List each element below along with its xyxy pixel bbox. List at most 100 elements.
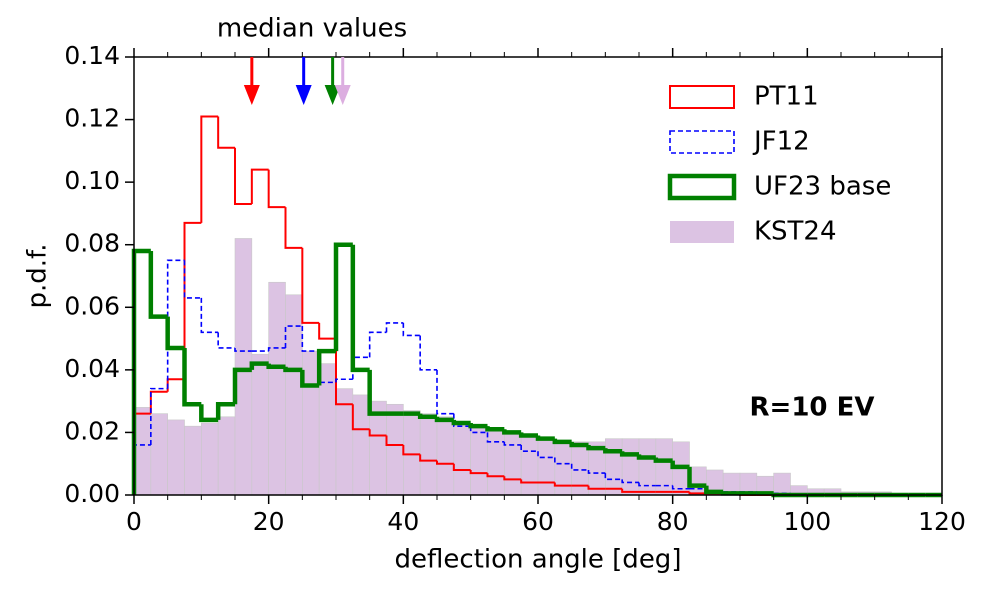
hist-bar xyxy=(318,363,337,496)
y-tick-label: 0.06 xyxy=(64,291,120,320)
hist-step xyxy=(552,438,572,445)
hist-step xyxy=(402,322,421,337)
hist-step xyxy=(385,322,404,333)
hist-step xyxy=(166,378,185,392)
hist-bar xyxy=(605,438,623,496)
hist-bar xyxy=(621,438,640,496)
y-tick-label: 0.10 xyxy=(64,166,120,195)
hist-step xyxy=(267,169,286,209)
median-arrow-head xyxy=(243,85,260,105)
hist-step xyxy=(250,168,269,205)
hist-step xyxy=(301,247,320,324)
hist-step xyxy=(266,363,286,369)
hist-step xyxy=(267,347,286,352)
hist-step xyxy=(452,463,471,471)
y-tick-label: 0.02 xyxy=(64,416,120,445)
y-tick-label: 0.04 xyxy=(64,354,120,383)
hist-step xyxy=(469,469,488,475)
x-axis-label: deflection angle [deg] xyxy=(395,545,682,575)
hist-bar xyxy=(638,438,657,496)
hist-bar xyxy=(655,438,673,496)
hist-step xyxy=(503,441,522,446)
hist-bar xyxy=(689,466,707,496)
hist-bar xyxy=(251,353,269,496)
hist-bar xyxy=(554,441,572,496)
legend-entry: KST24 xyxy=(670,217,837,247)
hist-step xyxy=(419,454,437,462)
hist-bar xyxy=(773,472,791,496)
hist-step xyxy=(621,479,639,484)
hist-step xyxy=(520,444,538,452)
hist-step xyxy=(587,469,606,474)
hist-step xyxy=(333,242,353,352)
hist-step xyxy=(603,448,623,454)
hist-bar xyxy=(184,425,202,496)
hist-step xyxy=(148,250,168,319)
hist-step xyxy=(234,147,252,206)
hist-step xyxy=(503,476,522,481)
hist-step xyxy=(554,457,572,465)
hist-step xyxy=(670,460,690,470)
hist-step xyxy=(436,460,454,465)
hist-step xyxy=(537,451,555,459)
hist-step xyxy=(486,473,505,478)
x-tick-label: 80 xyxy=(657,507,689,536)
hist-step xyxy=(352,356,370,380)
hist-bar xyxy=(470,425,488,496)
median-arrow xyxy=(334,57,351,105)
median-arrow-head xyxy=(334,85,351,105)
hist-step xyxy=(335,378,353,383)
hist-bar xyxy=(436,416,455,496)
hist-step xyxy=(350,244,370,373)
hist-step xyxy=(351,404,370,431)
y-tick-label: 0.12 xyxy=(64,104,120,133)
legend-label: UF23 base xyxy=(754,172,891,202)
hist-step xyxy=(518,432,538,438)
legend-swatch xyxy=(669,85,735,109)
hist-step xyxy=(217,116,235,149)
hist-step xyxy=(553,482,572,487)
hist-step xyxy=(232,367,252,405)
hist-bar xyxy=(217,416,236,496)
hist-step xyxy=(417,413,437,420)
top-label: median values xyxy=(217,14,407,44)
legend-label: KST24 xyxy=(754,217,837,247)
hist-bar xyxy=(150,413,168,496)
hist-step xyxy=(569,441,589,448)
legend-swatch xyxy=(670,221,734,243)
hist-step xyxy=(436,369,454,415)
hist-step xyxy=(653,457,673,463)
hist-step xyxy=(182,347,202,407)
annotation: R=10 EV xyxy=(750,393,875,423)
hist-bar xyxy=(504,432,522,496)
median-arrow xyxy=(324,57,341,105)
hist-bar xyxy=(453,422,471,496)
x-tick-label: 120 xyxy=(918,507,966,536)
y-axis-label: p.d.f. xyxy=(23,243,53,308)
hist-step xyxy=(234,347,252,352)
y-tick-label: 0.08 xyxy=(64,229,120,258)
y-tick-label: 0.14 xyxy=(64,41,120,70)
hist-step xyxy=(335,338,353,406)
hist-step xyxy=(621,488,639,493)
hist-step xyxy=(587,485,606,490)
hist-step xyxy=(468,423,488,429)
hist-bar xyxy=(302,350,320,496)
hist-step xyxy=(485,426,505,432)
hist-step xyxy=(217,332,235,349)
hist-step xyxy=(688,491,707,495)
hist-step xyxy=(318,322,336,340)
hist-step xyxy=(284,325,303,348)
median-arrow xyxy=(243,57,260,105)
hist-step xyxy=(604,473,623,481)
hist-step xyxy=(720,491,740,496)
legend-label: PT11 xyxy=(754,82,819,112)
hist-step xyxy=(367,369,387,416)
median-arrow-head xyxy=(295,85,312,105)
hist-bar xyxy=(537,438,556,496)
hist-step xyxy=(451,419,471,426)
hist-step xyxy=(570,463,589,471)
hist-step xyxy=(183,260,202,299)
hist-bar xyxy=(352,394,370,496)
x-tick-label: 0 xyxy=(126,507,142,536)
